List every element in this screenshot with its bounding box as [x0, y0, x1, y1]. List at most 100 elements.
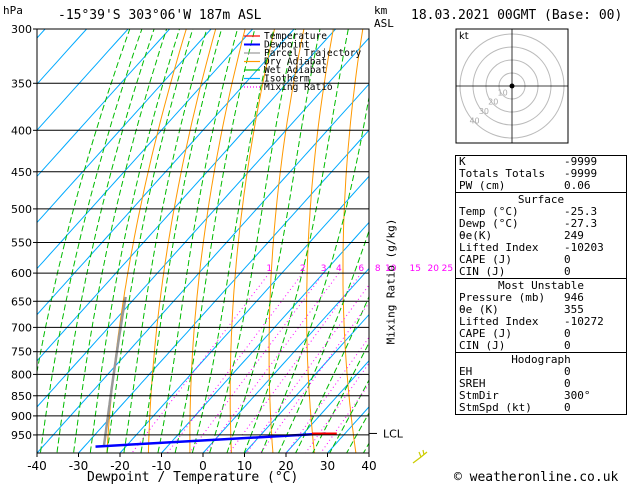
table-row: CAPE (J) 0: [456, 328, 626, 340]
mixing-ratio-label: 10: [385, 264, 397, 274]
table-row-label: Pressure (mb): [459, 291, 546, 304]
pressure-tick-label: 600: [11, 267, 32, 280]
table-row: StmSpd (kt) 0: [456, 402, 626, 414]
mixing-ratio-line: [204, 272, 340, 453]
legend-label: Isotherm: [264, 74, 310, 85]
mixing-ratio-label: 6: [358, 264, 364, 274]
table-row-label: CAPE (J): [459, 253, 512, 266]
table-row-label: θe(K): [459, 229, 493, 242]
wet-adiabat-line: [140, 29, 223, 453]
dewpoint-line: [95, 432, 326, 448]
wet-adiabat-line: [329, 379, 369, 453]
lcl-marker: LCL: [369, 427, 404, 440]
wet-adiabat-line: [106, 29, 194, 453]
isotherm-line: [243, 313, 369, 453]
wet-adiabat-line: [123, 29, 208, 453]
parcel-trajectory-line: [102, 296, 127, 447]
hodograph-title: Hodograph: [511, 353, 571, 366]
copyright-footer[interactable]: © weatheronline.co.uk: [454, 470, 619, 485]
pressure-tick-label: 850: [11, 390, 32, 403]
table-row-value: 300°: [564, 389, 591, 402]
isotherm-line: [37, 29, 129, 131]
legend-label: Wet Adiabat: [264, 65, 327, 76]
table-row-label: StmDir: [459, 389, 499, 402]
profile-lines: [95, 432, 337, 448]
table-row-value: 0: [564, 265, 571, 278]
table-row: Totals Totals -9999: [456, 168, 626, 180]
temperature-tick-label: 10: [237, 459, 252, 473]
legend-label: Dewpoint: [264, 40, 310, 51]
mixing-ratio-line: [228, 272, 362, 453]
hodograph-ring-label: 20: [488, 98, 498, 107]
temperature-tick-label: -40: [27, 459, 47, 473]
table-row-value: 249: [564, 229, 584, 242]
table-row-label: EH: [459, 365, 473, 378]
pressure-tick-label: 400: [11, 124, 32, 137]
hodograph-ring-label: 30: [479, 107, 489, 116]
pressure-tick-label: 550: [11, 236, 32, 249]
indices-table: K -9999 Totals Totals -9999 PW (cm) 0.06 Surf…: [455, 155, 627, 415]
wet-adiabat-line: [346, 412, 369, 453]
table-row: CIN (J) 0: [456, 340, 626, 352]
mixing-ratio-label: 25: [442, 264, 453, 274]
table-row-value: 0: [564, 377, 571, 390]
hodograph-storm-marker: [509, 83, 515, 89]
temperature-tick-label: 0: [199, 459, 207, 473]
table-row: Pressure (mb) 946: [456, 292, 626, 304]
table-row-value: 0: [564, 253, 571, 266]
pressure-tick-label: 950: [11, 429, 32, 442]
parcel-trajectory: [102, 296, 127, 447]
mixing-ratio-label: 4: [336, 264, 342, 274]
table-row-label: CIN (J): [459, 339, 506, 352]
table-row: Lifted Index -10203: [456, 242, 626, 254]
isotherm-line: [37, 29, 212, 224]
table-row: EH 0: [456, 366, 626, 378]
temperature-tick-label: -30: [69, 459, 89, 473]
hodograph-kt-label: kt: [459, 31, 469, 42]
table-row-value: 355: [564, 303, 584, 316]
mixing-ratio-line: [166, 272, 304, 453]
isotherm-line: [326, 406, 369, 453]
table-row-value: 0: [564, 401, 571, 414]
surface-title: Surface: [517, 193, 565, 206]
table-row: θe (K) 355: [456, 304, 626, 316]
table-row-value: -25.3: [564, 205, 598, 218]
mixing-ratio-labels: 1 2 3 4 6 8 10 15 20 25: [266, 264, 453, 274]
datetime-title: 18.03.2021 00GMT (Base: 00): [411, 8, 623, 23]
table-row-value: -9999: [564, 155, 598, 168]
table-row: Lifted Index -10272: [456, 316, 626, 328]
table-row-label: Temp (°C): [459, 205, 519, 218]
temperature-tick-label: 20: [278, 459, 293, 473]
table-row-value: -27.3: [564, 217, 598, 230]
table-row: PW (cm) 0.06: [456, 180, 626, 192]
pressure-tick-label: 450: [11, 166, 32, 179]
hodograph-ring-label: 10: [498, 88, 508, 97]
table-row: SREH 0: [456, 378, 626, 390]
isotherm-line: [37, 29, 254, 270]
hpa-label: hPa: [3, 4, 23, 17]
wind-barb-icon: [412, 449, 428, 464]
table-row-value: 0: [564, 339, 571, 352]
x-axis-title: Dewpoint / Temperature (°C): [87, 470, 299, 485]
table-row-value: -9999: [564, 167, 598, 180]
table-row-label: θe (K): [459, 303, 499, 316]
table-row-value: 0.06: [564, 179, 591, 192]
mixing-ratio-lines: [131, 272, 369, 453]
temperature-tick-label: -10: [152, 459, 172, 473]
mixing-ratio-axis-title: Mixing Ratio (g/kg): [384, 218, 398, 345]
mixing-ratio-label: 20: [427, 264, 439, 274]
wet-adiabat-line: [73, 29, 168, 453]
mixing-ratio-label: 2: [300, 264, 306, 274]
isotherm-line: [285, 360, 369, 453]
table-row: CAPE (J) 0: [456, 254, 626, 266]
asl-label: ASL: [374, 17, 394, 30]
lcl-label: LCL: [383, 427, 404, 440]
table-row-value: 0: [564, 327, 571, 340]
pressure-tick-label: 700: [11, 321, 32, 334]
km-label: km: [374, 4, 388, 17]
table-row-label: Lifted Index: [459, 315, 539, 328]
mixing-ratio-line: [131, 272, 270, 453]
isotherm-line: [37, 29, 171, 178]
isotherm-line: [37, 37, 369, 408]
